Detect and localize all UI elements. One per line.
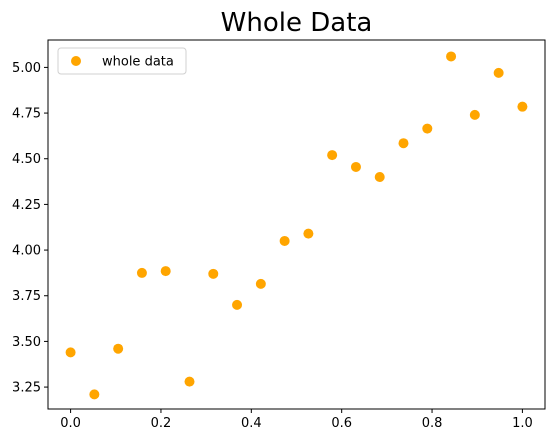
data-point [65, 347, 76, 358]
chart-title: Whole Data [221, 8, 373, 38]
x-tick-label: 1.0 [512, 416, 533, 431]
data-point [446, 51, 457, 62]
y-tick-label: 5.00 [12, 61, 41, 76]
x-tick-label: 0.0 [60, 416, 81, 431]
y-tick-label: 4.25 [12, 198, 41, 213]
y-tick-label: 3.75 [12, 289, 41, 304]
x-tick-label: 0.8 [422, 416, 443, 431]
data-point [208, 268, 219, 279]
data-point [327, 150, 338, 161]
data-point [422, 123, 433, 134]
data-point [232, 299, 243, 310]
legend: whole data [57, 47, 187, 75]
legend-label: whole data [102, 55, 174, 70]
data-point [350, 161, 361, 172]
data-point [493, 67, 504, 78]
data-point [303, 228, 314, 239]
y-tick-label: 3.25 [12, 381, 41, 396]
y-tick-label: 3.50 [12, 335, 41, 350]
data-point [136, 267, 147, 278]
plot-area [65, 51, 528, 400]
data-point [184, 376, 195, 387]
data-point [279, 235, 290, 246]
data-point [517, 101, 528, 112]
x-tick-label: 0.4 [241, 416, 262, 431]
data-point [89, 389, 100, 400]
axes: 0.0 0.2 0.4 0.6 0.8 1.0 3.25 3.50 3.75 4.00 4.25 4.… [12, 39, 546, 431]
x-tick-label: 0.2 [151, 416, 172, 431]
data-point [469, 109, 480, 120]
data-point [374, 172, 385, 183]
data-point [398, 138, 409, 149]
data-point [255, 278, 266, 289]
legend-box [57, 47, 187, 75]
data-point [113, 343, 124, 354]
plot-frame [47, 39, 546, 410]
data-point [160, 266, 171, 277]
x-tick-label: 0.6 [331, 416, 352, 431]
y-tick-label: 4.50 [12, 152, 41, 167]
y-tick-label: 4.75 [12, 107, 41, 122]
y-tick-label: 4.00 [12, 244, 41, 259]
legend-marker [71, 56, 81, 66]
